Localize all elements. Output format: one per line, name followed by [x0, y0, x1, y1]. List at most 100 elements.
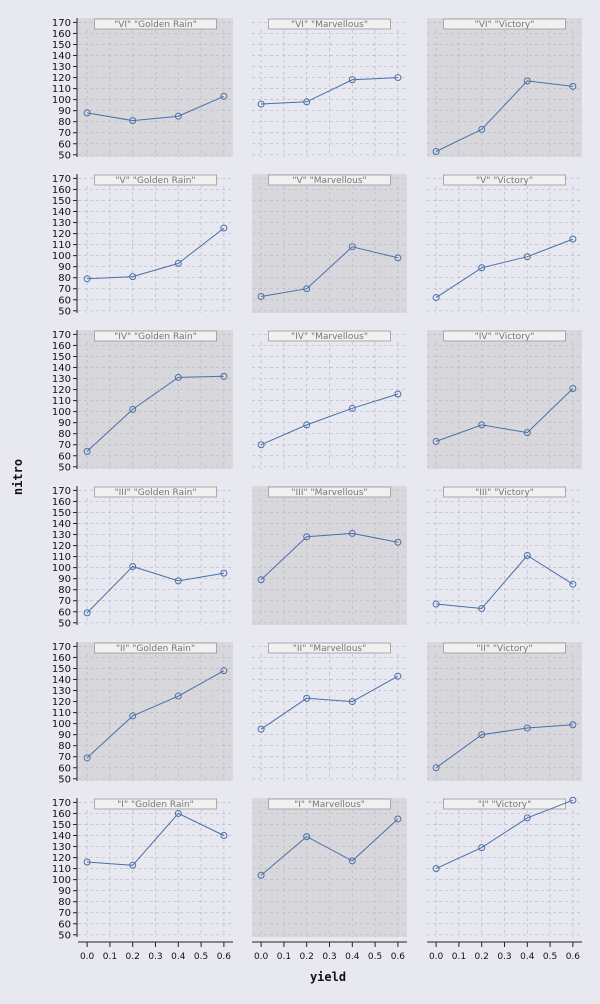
data-point: [220, 372, 228, 380]
strip-box: [443, 330, 566, 342]
data-point: [257, 576, 265, 584]
y-tick-label: 70: [58, 284, 71, 295]
data-point: [432, 600, 440, 608]
y-tick-label: 170: [52, 330, 71, 341]
data-point: [220, 667, 228, 675]
y-tick-label: 80: [58, 585, 71, 596]
strip-label: "IV" "Marvellous": [291, 332, 368, 342]
x-tick-label: 0.6: [391, 952, 406, 962]
strip-label: "III" "Marvellous": [291, 488, 367, 498]
y-tick-label: 130: [52, 842, 71, 853]
y-tick-label: 90: [58, 886, 71, 897]
y-tick-label: 50: [58, 930, 71, 941]
data-point: [348, 76, 356, 84]
y-tick-label: 90: [58, 418, 71, 429]
y-tick-label: 80: [58, 273, 71, 284]
y-tick-label: 150: [52, 40, 71, 51]
y-tick-label: 140: [52, 363, 71, 374]
y-tick-label: 110: [52, 84, 71, 95]
panel: "I" "Golden Rain"50607080901001101201301…: [52, 798, 233, 962]
data-point: [129, 273, 137, 281]
x-tick-label: 0.0: [429, 952, 444, 962]
y-tick-label: 130: [52, 530, 71, 541]
y-tick-label: 100: [52, 563, 71, 574]
data-point: [303, 98, 311, 106]
x-tick-label: 0.3: [322, 952, 336, 962]
panel: "IV" "Victory": [427, 330, 582, 469]
data-point: [303, 694, 311, 702]
x-tick-label: 0.1: [277, 952, 291, 962]
strip-box: [268, 330, 391, 342]
strip-box: [443, 174, 566, 186]
strip-label: "V" "Marvellous": [292, 176, 366, 186]
data-point: [129, 117, 137, 125]
x-axis-title: yield: [310, 970, 346, 984]
y-tick-label: 170: [52, 174, 71, 185]
panel: "VI" "Victory": [427, 18, 582, 157]
panel: "I" "Victory" 0.0 0.1 0.2 0.3 0.4 0.5 0.6: [427, 796, 582, 962]
strip-label: "I" "Golden Rain": [117, 800, 194, 810]
y-tick-label: 110: [52, 708, 71, 719]
y-tick-label: 50: [58, 150, 71, 161]
strip-label: "II" "Victory": [476, 644, 532, 654]
series-line: [435, 80, 573, 152]
strip-label: "III" "Victory": [475, 488, 534, 498]
strip-box: [94, 174, 217, 186]
y-tick-label: 70: [58, 440, 71, 451]
y-tick-label: 120: [52, 229, 71, 240]
series-line: [261, 246, 399, 297]
data-point: [303, 833, 311, 841]
panel: "V" "Golden Rain"50607080901001101201301…: [52, 174, 233, 317]
data-point: [83, 447, 91, 455]
y-tick-label: 130: [52, 218, 71, 229]
series-line: [435, 238, 574, 299]
series-line: [435, 388, 574, 442]
data-point: [174, 809, 182, 817]
data-point: [129, 405, 137, 413]
data-point: [174, 373, 182, 381]
data-point: [220, 569, 228, 577]
strip-label: "V" "Golden Rain": [115, 176, 195, 186]
series-line: [260, 818, 399, 876]
x-tick-label: 0.5: [194, 952, 208, 962]
y-tick-label: 160: [52, 29, 71, 40]
x-tick-label: 0.5: [368, 952, 382, 962]
data-point: [257, 100, 265, 108]
strip-box: [443, 18, 566, 30]
y-tick-label: 110: [52, 552, 71, 563]
y-tick-label: 100: [52, 251, 71, 262]
strip-label: "V" "Victory": [476, 176, 533, 186]
data-point: [220, 832, 228, 840]
data-point: [478, 604, 486, 612]
strip-label: "IV" "Victory": [475, 332, 535, 342]
y-tick-label: 170: [52, 486, 71, 497]
y-tick-label: 50: [58, 618, 71, 629]
data-point: [303, 533, 311, 541]
y-tick-label: 160: [52, 809, 71, 820]
data-point: [174, 112, 182, 120]
strip-label: "VI" "Marvellous": [291, 20, 368, 30]
x-tick-label: 0.2: [475, 952, 489, 962]
y-tick-label: 120: [52, 541, 71, 552]
data-point: [478, 264, 486, 272]
y-tick-label: 70: [58, 752, 71, 763]
y-tick-label: 80: [58, 897, 71, 908]
strip-box: [94, 486, 217, 498]
data-point: [174, 259, 182, 267]
x-tick-label: 0.2: [300, 952, 314, 962]
y-tick-label: 70: [58, 596, 71, 607]
x-tick-label: 0.1: [103, 952, 117, 962]
y-tick-label: 50: [58, 306, 71, 317]
data-point: [174, 577, 182, 585]
y-tick-label: 140: [52, 207, 71, 218]
y-tick-label: 90: [58, 262, 71, 273]
series-line: [436, 554, 574, 610]
strip-label: "III" "Golden Rain": [115, 488, 197, 498]
y-tick-label: 60: [58, 763, 71, 774]
y-tick-label: 120: [52, 385, 71, 396]
series-line: [435, 799, 574, 870]
panel: "II" "Golden Rain" 5060708090100110120130…: [52, 642, 233, 785]
data-point: [394, 538, 402, 546]
